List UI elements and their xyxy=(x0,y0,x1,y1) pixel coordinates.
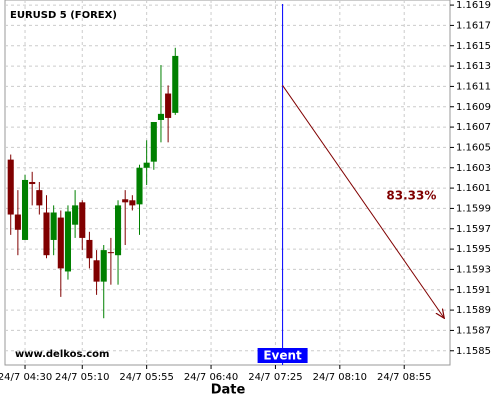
plot-frame xyxy=(4,0,451,366)
event-label: Event xyxy=(263,349,302,363)
x-tick-label: 24/7 05:55 xyxy=(119,372,173,383)
candle-body xyxy=(14,214,21,230)
candle-body xyxy=(107,252,114,254)
candle-body xyxy=(100,250,107,282)
x-tick-label: 24/7 08:55 xyxy=(377,372,431,383)
candle-body xyxy=(143,162,150,168)
y-tick-label: 1.1613 xyxy=(456,61,491,72)
y-tick-label: 1.1619 xyxy=(456,0,491,11)
x-tick-label: 24/7 06:40 xyxy=(184,372,238,383)
candle-body xyxy=(122,199,129,203)
candle-body xyxy=(64,211,71,272)
candle-body xyxy=(172,55,179,113)
candle-body xyxy=(7,159,14,215)
x-tick-label: 24/7 04:30 xyxy=(0,372,52,383)
y-tick-label: 1.1597 xyxy=(456,224,491,235)
chart-title: EURUSD 5 (FOREX) xyxy=(10,10,117,21)
y-tick-label: 1.1601 xyxy=(456,183,491,194)
y-tick-label: 1.1595 xyxy=(456,244,491,255)
y-tick-label: 1.1611 xyxy=(456,81,491,92)
candle-body xyxy=(129,200,136,206)
x-tick-label: 24/7 07:25 xyxy=(248,372,302,383)
candle-body xyxy=(165,93,172,118)
x-axis-label: Date xyxy=(211,383,246,398)
y-tick-label: 1.1593 xyxy=(456,264,491,275)
forecast-arrow xyxy=(282,85,445,318)
candle-body xyxy=(50,212,57,240)
candle-body xyxy=(57,217,64,269)
y-tick-label: 1.1589 xyxy=(456,305,491,316)
candle-body xyxy=(79,202,86,238)
candle-body xyxy=(29,181,36,185)
y-tick-label: 1.1615 xyxy=(456,41,491,52)
x-tick-label: 24/7 08:10 xyxy=(313,372,367,383)
candle-body xyxy=(114,205,122,256)
candle-body xyxy=(36,190,43,206)
y-tick-label: 1.1587 xyxy=(456,325,491,336)
y-tick-label: 1.1603 xyxy=(456,163,491,174)
watermark: www.delkos.com xyxy=(15,349,109,360)
candle-body xyxy=(150,122,157,162)
candle-body xyxy=(93,260,100,282)
y-tick-label: 1.1605 xyxy=(456,142,491,153)
candle-body xyxy=(136,167,143,205)
y-tick-label: 1.1585 xyxy=(456,346,491,357)
y-tick-label: 1.1609 xyxy=(456,102,491,113)
y-tick-label: 1.1617 xyxy=(456,20,491,31)
candle-body xyxy=(72,205,79,225)
y-tick-label: 1.1599 xyxy=(456,203,491,214)
candle-body xyxy=(43,212,50,256)
candle-body xyxy=(86,239,93,259)
x-tick-label: 24/7 05:10 xyxy=(55,372,109,383)
candle-body xyxy=(157,113,165,120)
annotation-label: 83.33% xyxy=(386,188,436,202)
y-tick-label: 1.1607 xyxy=(456,122,491,133)
candle-body xyxy=(21,179,29,240)
event-box xyxy=(257,348,308,363)
y-tick-label: 1.1591 xyxy=(456,285,491,296)
